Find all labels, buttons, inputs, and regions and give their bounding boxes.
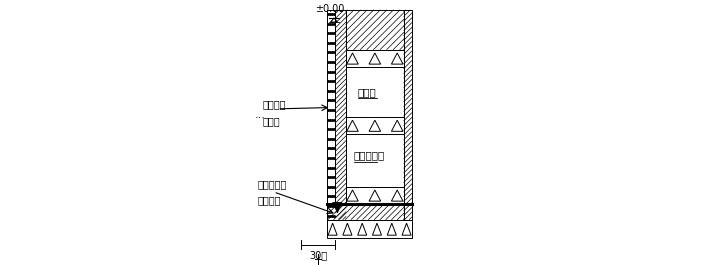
Text: ±0.00: ±0.00 <box>315 4 345 14</box>
Text: 的附加层: 的附加层 <box>258 195 281 205</box>
Text: 聨苯乙烯: 聨苯乙烯 <box>263 99 286 109</box>
Bar <box>404 10 412 219</box>
Bar <box>346 187 404 204</box>
Bar <box>327 204 404 219</box>
Bar <box>327 219 412 238</box>
Text: 地下室顶板: 地下室顶板 <box>354 150 385 160</box>
Text: 泡沫板: 泡沫板 <box>263 116 280 126</box>
Text: ···: ··· <box>255 113 266 123</box>
Bar <box>346 50 404 67</box>
Polygon shape <box>333 202 342 213</box>
Bar <box>335 10 346 219</box>
Bar <box>346 117 404 134</box>
Bar <box>346 10 404 50</box>
Bar <box>346 67 404 117</box>
Bar <box>346 134 404 187</box>
Text: 加刷带胎体: 加刷带胎体 <box>258 179 287 189</box>
Bar <box>327 10 335 219</box>
Text: 防水层: 防水层 <box>358 87 377 97</box>
Text: 30㎍: 30㎍ <box>309 250 327 260</box>
